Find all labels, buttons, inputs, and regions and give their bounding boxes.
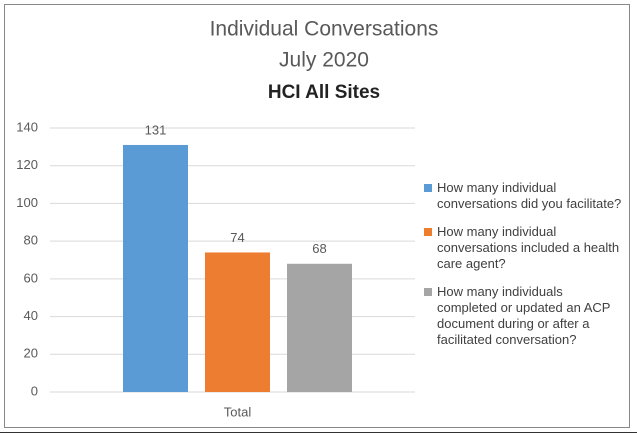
y-tick-label: 0: [31, 383, 38, 398]
bar: [123, 144, 188, 392]
chart-subtitle: HCI All Sites: [268, 82, 380, 103]
y-tick-label: 20: [24, 346, 38, 361]
legend-label: How many individual conversations did yo…: [437, 180, 622, 211]
data-label: 68: [312, 241, 326, 256]
bar: [287, 263, 352, 392]
legend-item: How many individuals completed or update…: [424, 284, 624, 348]
chart-title: Individual Conversations: [210, 18, 439, 41]
y-tick-label: 120: [16, 157, 38, 172]
chart-title: July 2020: [279, 49, 369, 72]
legend-label: How many individual conversations includ…: [437, 224, 620, 271]
y-tick-label: 40: [24, 308, 38, 323]
chart-frame: [4, 4, 630, 428]
legend-swatch: [424, 288, 432, 296]
legend-swatch: [424, 184, 432, 192]
y-tick-label: 80: [24, 233, 38, 248]
bar: [205, 252, 270, 392]
data-label: 131: [145, 122, 167, 137]
legend-item: How many individual conversations includ…: [424, 224, 624, 272]
legend-item: How many individual conversations did yo…: [424, 180, 624, 212]
x-tick-label: Total: [224, 404, 252, 419]
data-label: 74: [230, 230, 244, 245]
legend-swatch: [424, 228, 432, 236]
y-tick-label: 140: [16, 119, 38, 134]
y-tick-label: 60: [24, 270, 38, 285]
legend: How many individual conversations did yo…: [424, 180, 624, 360]
y-tick-label: 100: [16, 195, 38, 210]
legend-label: How many individuals completed or update…: [437, 284, 611, 347]
